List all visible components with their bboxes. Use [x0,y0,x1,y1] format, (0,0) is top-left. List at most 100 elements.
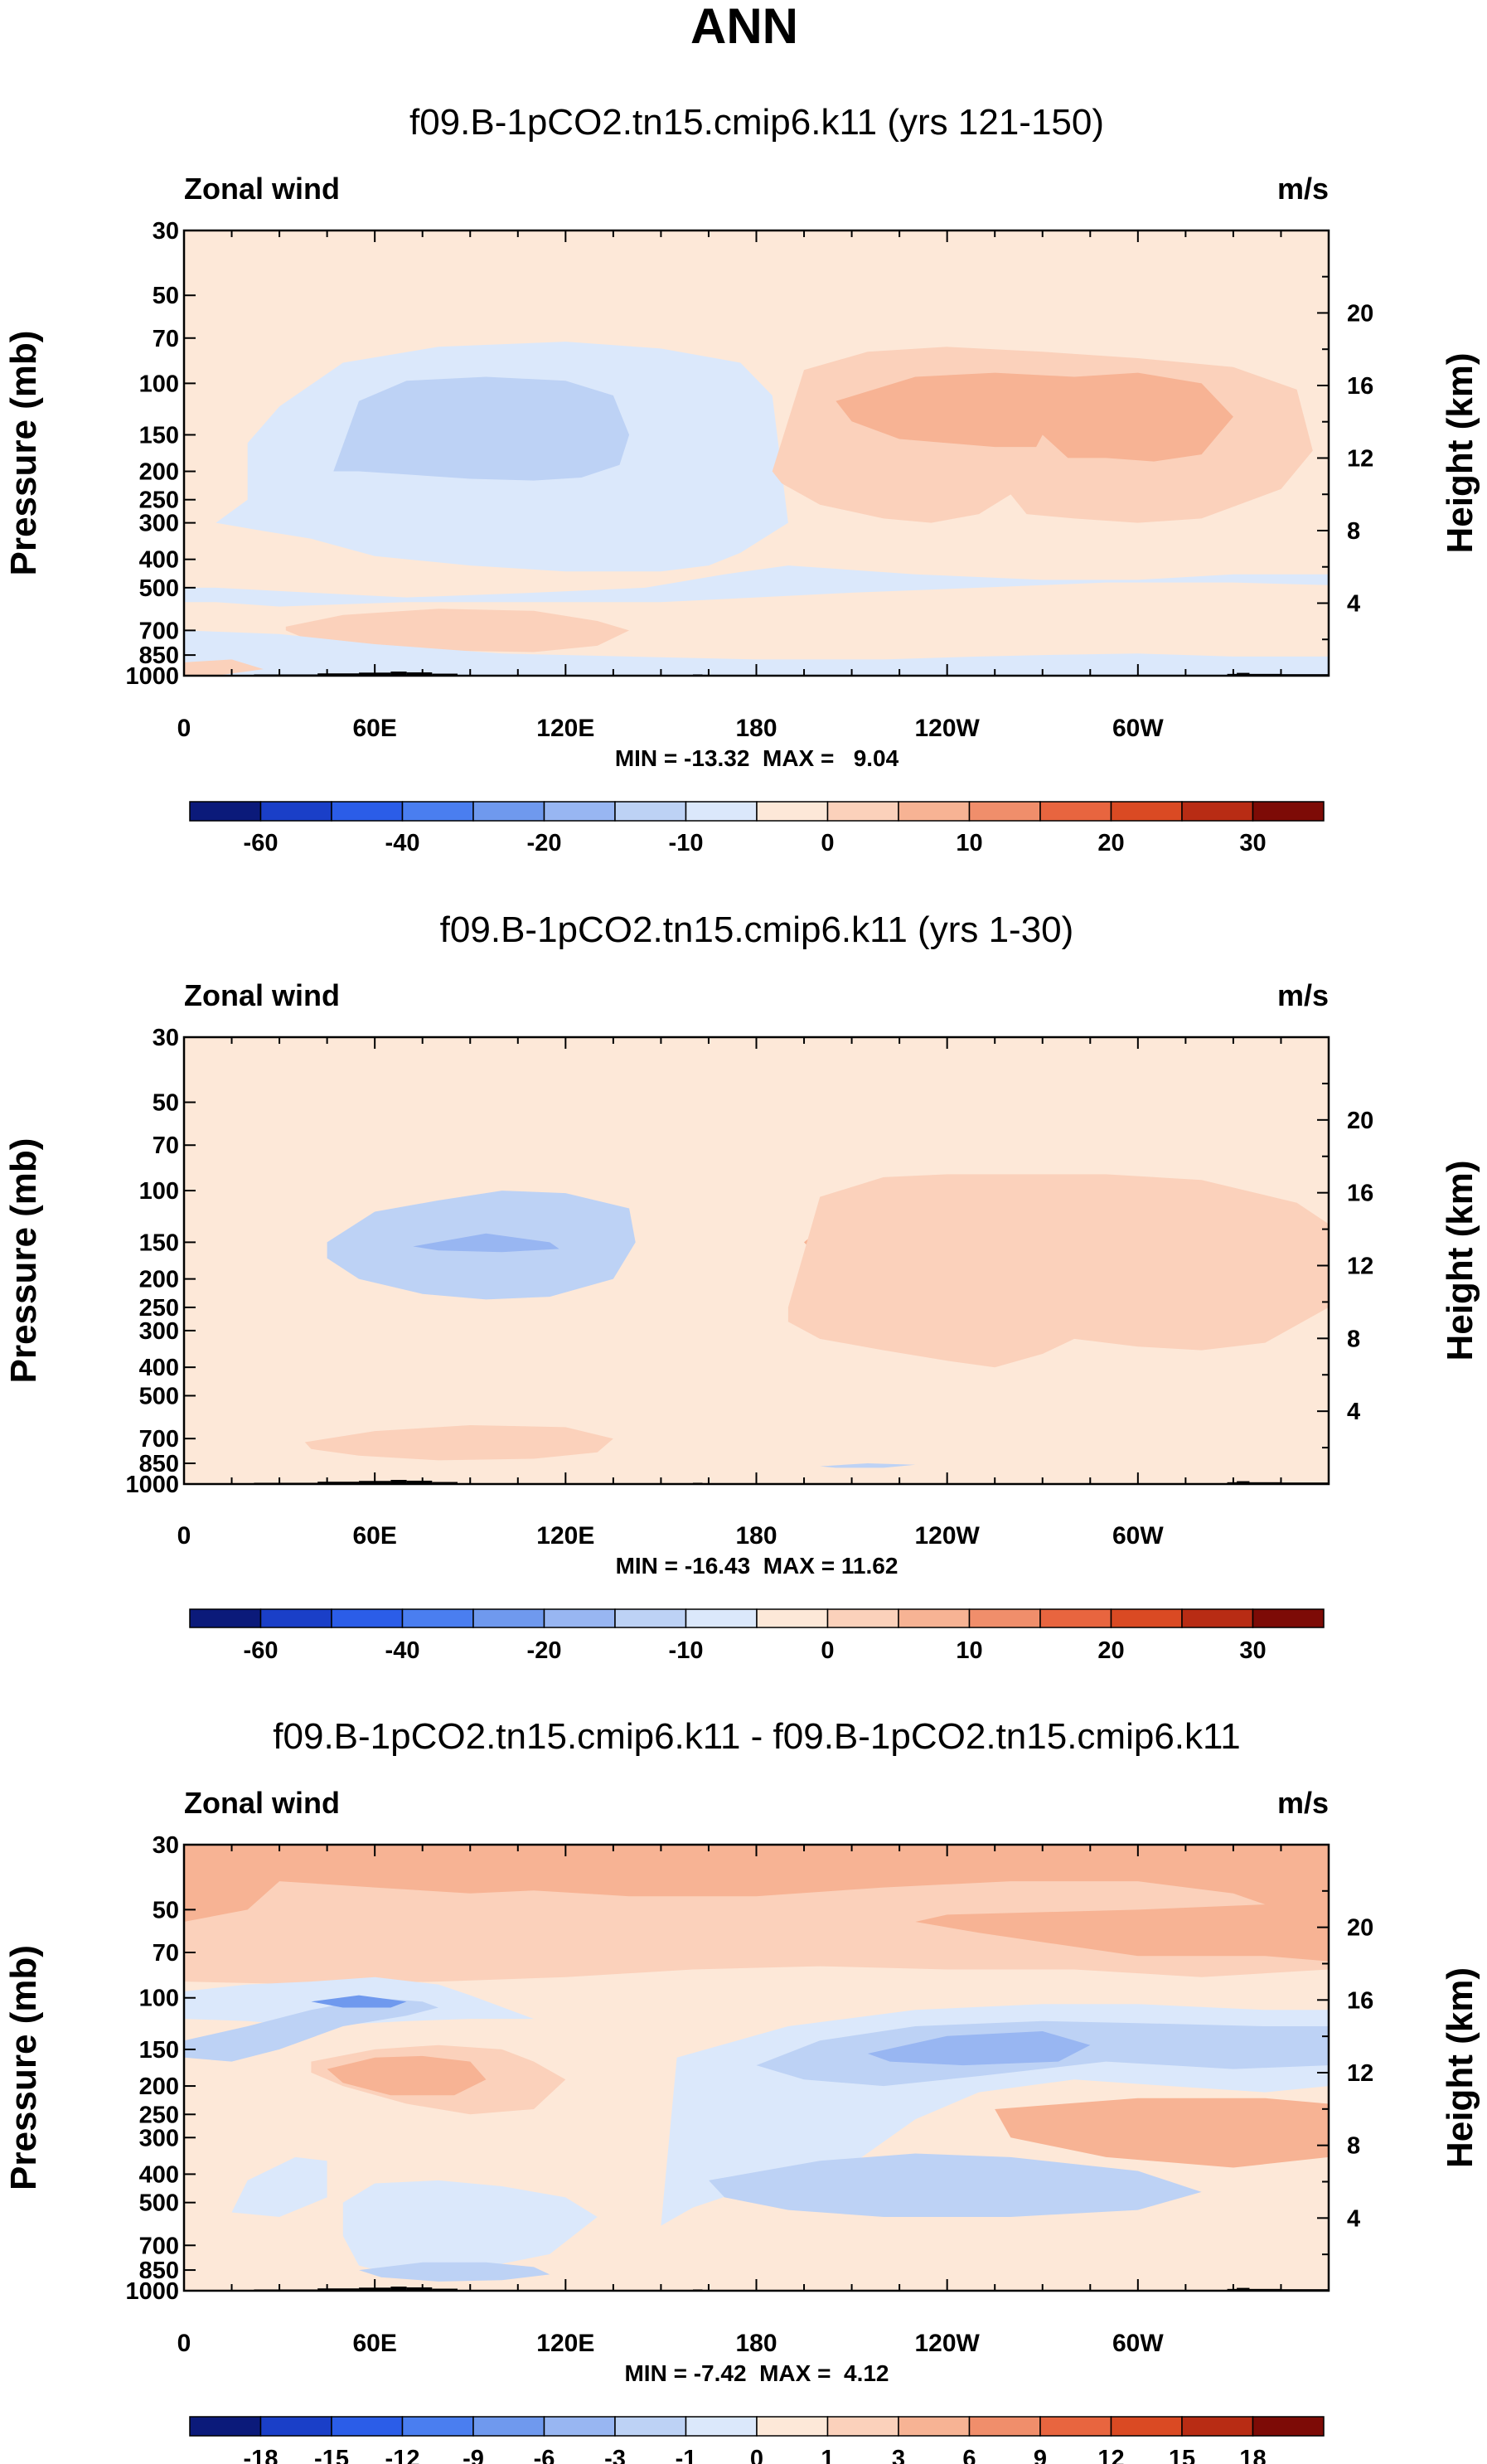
colorbar-box [756,1608,829,1628]
plot-area [184,1845,1329,2291]
colorbar-label: 15 [1169,2446,1195,2464]
y2-tick-label: 8 [1347,518,1360,545]
panel-title: f09.B-1pCO2.tn15.cmip6.k11 - f09.B-1pCO2… [273,1716,1240,1757]
contour-region [820,1463,916,1468]
panel-3: f09.B-1pCO2.tn15.cmip6.k11 - f09.B-1pCO2… [3,1716,1480,2464]
topography-block [406,1480,433,1484]
colorbar-box [826,801,899,822]
colorbar-label: -1 [676,2446,697,2464]
y2-tick-label: 4 [1347,2205,1360,2232]
panel-title: f09.B-1pCO2.tn15.cmip6.k11 (yrs 1-30) [440,909,1074,950]
colorbar-label: -40 [385,1637,420,1664]
colorbar-label: -15 [314,2446,349,2464]
y2-axis-label: Height (km) [1440,353,1480,554]
colorbar-box [1252,1608,1325,1628]
colorbar-label: 10 [956,1637,982,1664]
colorbar-box [1181,801,1254,822]
y2-tick-label: 4 [1347,590,1360,617]
topography-block [1237,2287,1250,2291]
y-tick-label: 500 [139,1383,179,1409]
colorbar-label: 30 [1239,1637,1266,1664]
x-tick-label: 0 [177,2330,191,2357]
topography-block [317,673,360,676]
y-tick-label: 50 [153,1897,179,1923]
colorbar-box [259,1608,332,1628]
y-tick-label: 500 [139,575,179,602]
colorbar-label: 9 [1034,2446,1047,2464]
x-tick-label: 60W [1112,2330,1164,2357]
colorbar-box [1039,2416,1112,2437]
colorbar-label: -6 [534,2446,555,2464]
colorbar-box [189,2416,262,2437]
y2-tick-label: 8 [1347,1326,1360,1352]
y-tick-label: 100 [139,1986,179,2012]
y-tick-label: 700 [139,2233,179,2259]
colorbar: -18 -15 -12 -9 -6 -3 -1 0 1 3 6 9 12 15 18 [189,2416,1325,2464]
x-tick-label: 120E [536,1522,594,1550]
colorbar-label: -18 [244,2446,279,2464]
colorbar-box [968,1608,1041,1628]
contour-region [285,609,630,652]
colorbar-label: -10 [669,830,704,856]
y-tick-label: 850 [139,1451,179,1477]
y2-tick-label: 16 [1347,1181,1373,1207]
x-tick-label: 120E [536,2330,594,2357]
y-tick-label: 400 [139,2161,179,2188]
colorbar-box [685,1608,758,1628]
colorbar-box [1110,801,1183,822]
topography-block [390,2287,407,2291]
min-max-stats: MIN = -16.43 MAX = 11.62 [616,1553,898,1579]
y-tick-label: 200 [139,459,179,486]
topography-block [317,1482,360,1484]
y2-axis-label: Height (km) [1440,1967,1480,2168]
colorbar-label: 18 [1239,2446,1266,2464]
y-tick-label: 100 [139,371,179,397]
left-label: Zonal wind [184,172,340,206]
colorbar-box [543,2416,616,2437]
y2-tick-label: 8 [1347,2133,1360,2160]
contour-region [184,565,1329,607]
colorbar-box [543,801,616,822]
y-tick-label: 850 [139,2258,179,2284]
contour-region [333,376,630,481]
y-tick-label: 70 [153,1940,179,1967]
y-tick-label: 250 [139,2102,179,2128]
colorbar-box [331,801,404,822]
topography-block [390,1480,407,1484]
y-tick-label: 50 [153,283,179,309]
topography-block [390,672,407,676]
y-tick-label: 700 [139,618,179,644]
y-tick-label: 400 [139,1355,179,1381]
y-tick-label: 30 [153,218,179,245]
colorbar-box [472,1608,545,1628]
y2-tick-label: 16 [1347,1987,1373,2014]
topography-block [1237,672,1250,676]
contour-region [231,2156,327,2217]
y2-tick-label: 4 [1347,1399,1360,1425]
colorbar-label: -60 [244,830,279,856]
y-tick-label: 300 [139,511,179,537]
y-tick-label: 850 [139,643,179,669]
colorbar-label: 6 [962,2446,976,2464]
colorbar-box [898,801,971,822]
x-tick-label: 0 [177,1522,191,1550]
y-tick-label: 150 [139,2037,179,2064]
y-axis-label: Pressure (mb) [3,1138,44,1384]
colorbar-box [756,801,829,822]
y-tick-label: 400 [139,547,179,574]
x-tick-label: 180 [735,2330,777,2357]
left-label: Zonal wind [184,1786,340,1820]
colorbar-label: 20 [1097,1637,1124,1664]
colorbar-box [189,1608,262,1628]
y-tick-label: 50 [153,1090,179,1117]
y-tick-label: 200 [139,2074,179,2100]
y-tick-label: 1000 [125,2278,179,2305]
y-axis-label: Pressure (mb) [3,331,44,576]
contour-region [709,2153,1202,2217]
units-label: m/s [1277,1786,1329,1820]
x-tick-label: 180 [735,1522,777,1550]
y2-tick-label: 12 [1347,2060,1373,2087]
topography-block [406,2287,433,2291]
colorbar-box [401,1608,474,1628]
colorbar-label: 0 [821,1637,834,1664]
